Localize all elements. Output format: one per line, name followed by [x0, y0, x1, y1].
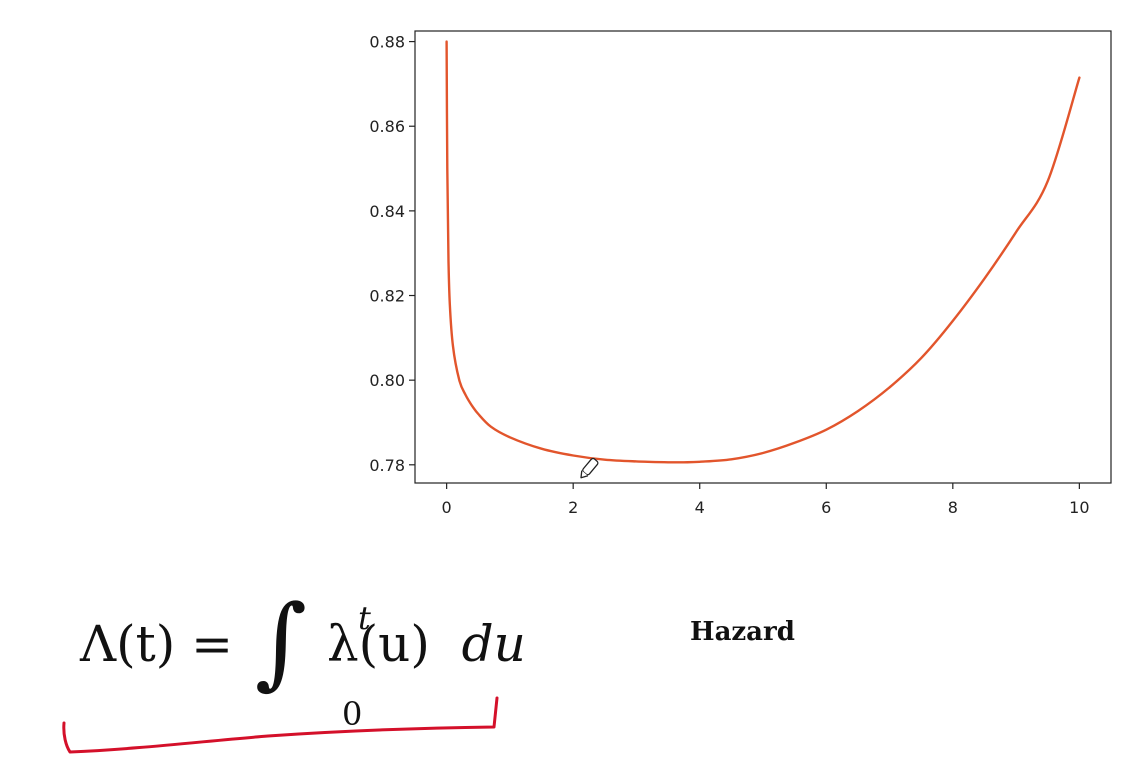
plot-frame: [414, 30, 1112, 484]
y-tick-label: 0.82: [369, 287, 405, 306]
y-tick-label: 0.88: [369, 33, 405, 52]
cumulative-hazard-formula: Λ(t) = ∫ λ(u) du t 0: [80, 592, 526, 731]
formula-lhs: Λ(t) =: [80, 615, 234, 673]
x-tick-label: 6: [821, 498, 831, 517]
x-tick-label: 2: [568, 498, 578, 517]
hazard-curve: [445, 40, 1081, 464]
y-tick-label: 0.78: [369, 456, 405, 475]
integral-sign: ∫: [254, 583, 308, 700]
formula-differential: du: [461, 615, 526, 673]
hazard-label: Hazard: [690, 617, 795, 647]
formula-integrand: λ(u): [326, 615, 430, 673]
underline-brace-annotation: [62, 696, 499, 754]
y-tick-label: 0.80: [369, 371, 405, 390]
x-tick-label: 8: [948, 498, 958, 517]
x-tick-label: 0: [442, 498, 452, 517]
x-tick-label: 10: [1069, 498, 1089, 517]
x-axis-ticks: 0 2 4 6 8 10: [442, 483, 1090, 517]
integral-upper-limit: t: [358, 599, 371, 637]
y-tick-label: 0.84: [369, 202, 405, 221]
y-axis-ticks: 0.78 0.80 0.82 0.84 0.86 0.88: [369, 33, 415, 475]
pen-cursor-icon: [580, 457, 599, 479]
x-tick-label: 4: [695, 498, 705, 517]
integral-lower-limit: 0: [342, 695, 363, 733]
y-tick-label: 0.86: [369, 117, 405, 136]
